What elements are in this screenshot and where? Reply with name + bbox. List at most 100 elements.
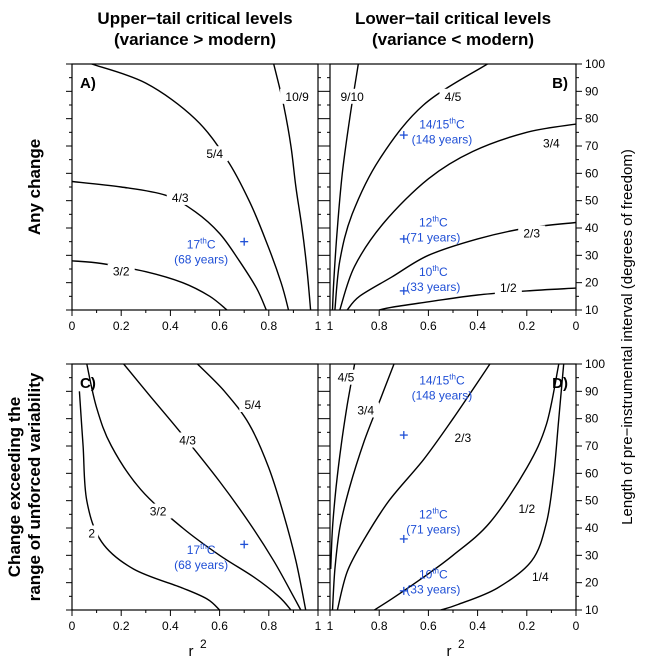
panel-C-contour-0 bbox=[196, 364, 307, 610]
panel-D-contour-2 bbox=[336, 364, 491, 610]
panel-A-xtick-label-0: 0 bbox=[69, 319, 76, 333]
x-axis-label-1: r bbox=[447, 643, 452, 660]
panel-D-ytick-label-1: 20 bbox=[585, 576, 599, 590]
panel-D-contour-label-bg-1 bbox=[352, 402, 380, 418]
panel-D-contour-label-bg-3 bbox=[513, 500, 541, 516]
panel-B-xtick-label-3: 0.4 bbox=[469, 319, 486, 333]
panel-B-contour-label-4: 1/2 bbox=[500, 281, 517, 295]
panel-A-contours bbox=[72, 64, 312, 310]
panel-C-xtick-label-3: 0.6 bbox=[211, 619, 228, 633]
panel-B-marker-label-1: 12thC bbox=[419, 215, 448, 230]
panel-C-xtick-label-0: 0 bbox=[69, 619, 76, 633]
panel-A-contour-label-bg-0 bbox=[280, 88, 315, 104]
panel-C-contour-label-2: 3/2 bbox=[150, 505, 167, 519]
panel-D-xtick-label-5: 0 bbox=[573, 619, 580, 633]
panel-A-marker-sublabel-0: (68 years) bbox=[174, 253, 228, 267]
panel-C-xtick-label-4: 0.8 bbox=[260, 619, 277, 633]
panel-B-xtick-label-5: 0 bbox=[573, 319, 580, 333]
panel-C-marker-sublabel-0: (68 years) bbox=[174, 558, 228, 572]
panel-C-label: C) bbox=[80, 375, 96, 392]
panel-D-contour-label-3: 1/2 bbox=[518, 502, 535, 516]
panel-D-ytick-label-2: 30 bbox=[585, 548, 599, 562]
panel-A-xtick-label-1: 0.2 bbox=[113, 319, 130, 333]
panel-C-contour-label-bg-3 bbox=[85, 525, 99, 541]
panel-D-marker-sublabel-2: (33 years) bbox=[406, 583, 460, 597]
panel-A-contour-label-1: 5/4 bbox=[206, 147, 223, 161]
panel-D-ytick-label-8: 90 bbox=[585, 384, 599, 398]
panel-B-contour-label-bg-2 bbox=[537, 135, 565, 151]
panel-D-marker-label-2: 10thC bbox=[419, 567, 448, 582]
panel-B-contour-0 bbox=[331, 64, 359, 310]
panel-B-contour-2 bbox=[339, 123, 576, 310]
x-axis-label-0: r bbox=[189, 643, 194, 660]
panel-C-xtick-label-5: 1 bbox=[315, 619, 322, 633]
panel-D-marker-sublabel-0: (148 years) bbox=[412, 389, 473, 403]
panel-B-xtick-label-4: 0.2 bbox=[518, 319, 535, 333]
panel-A: 0 0.2 0.4 0.6 0.8 1 10/9 5/4 4/3 3/2 17thC(68 year… bbox=[66, 63, 324, 333]
y-axis-label: Length of pre−instrumental interval (deg… bbox=[619, 149, 636, 525]
panel-C-contour-label-bg-2 bbox=[144, 503, 172, 519]
panel-A-marker-label-0: 17thC bbox=[187, 237, 216, 252]
panel-A-xtick-label-5: 1 bbox=[315, 319, 322, 333]
panel-A-contour-1 bbox=[91, 64, 290, 310]
panel-A-contour-label-3: 3/2 bbox=[113, 265, 130, 279]
panel-D-marker-label-0: 14/15thC bbox=[419, 373, 465, 388]
panel-B-ytick-label-9: 100 bbox=[585, 57, 605, 71]
panel-B-marker-sublabel-0: (148 years) bbox=[412, 132, 473, 146]
panel-A-contour-3 bbox=[72, 260, 228, 310]
panel-D-contour-label-1: 3/4 bbox=[357, 403, 374, 417]
panel-D-xtick-label-3: 0.4 bbox=[469, 619, 486, 633]
panel-D-contour-1 bbox=[331, 364, 395, 610]
panel-C-contour-label-bg-0 bbox=[239, 397, 267, 412]
panel-A-contour-2 bbox=[72, 180, 267, 310]
panel-D-ytick-label-5: 60 bbox=[585, 466, 599, 480]
column-title-0-line-0: Upper−tail critical levels bbox=[97, 9, 292, 28]
panel-D-contour-label-bg-4 bbox=[526, 569, 554, 585]
x-axis-label-sup-0: 2 bbox=[200, 637, 207, 651]
panel-D-marker-sublabel-1: (71 years) bbox=[406, 523, 460, 537]
panel-D-ytick-label-7: 80 bbox=[585, 412, 599, 426]
panel-B-xtick-label-1: 0.8 bbox=[371, 319, 388, 333]
panel-D-contour-0 bbox=[330, 364, 356, 570]
row-title-0-line-0: Any change bbox=[25, 139, 44, 235]
panel-C-xtick-label-2: 0.4 bbox=[162, 619, 179, 633]
panel-A-xtick-label-3: 0.6 bbox=[211, 319, 228, 333]
panel-D-ytick-label-6: 70 bbox=[585, 439, 599, 453]
panel-A-contour-label-bg-2 bbox=[166, 189, 194, 205]
panel-D-ytick-label-0: 10 bbox=[585, 603, 599, 617]
panel-B-xtick-label-0: 1 bbox=[327, 319, 334, 333]
panel-B-ytick-label-7: 80 bbox=[585, 112, 599, 126]
panel-C-contour-2 bbox=[86, 364, 292, 610]
column-title-0-line-1: (variance > modern) bbox=[114, 30, 276, 49]
column-title-1-line-0: Lower−tail critical levels bbox=[355, 9, 551, 28]
panel-A-contour-label-0: 10/9 bbox=[285, 90, 309, 104]
panel-B-label: B) bbox=[552, 75, 568, 92]
x-axis-label-sup-1: 2 bbox=[458, 637, 465, 651]
panel-D-ytick-label-3: 40 bbox=[585, 521, 599, 535]
panel-B-contour-label-bg-3 bbox=[518, 225, 546, 241]
panel-B-ytick-label-1: 20 bbox=[585, 276, 599, 290]
panel-B-ytick-label-6: 70 bbox=[585, 139, 599, 153]
panel-B-contour-4 bbox=[379, 287, 576, 310]
row-title-1-line-1: range of unforced variability bbox=[25, 372, 44, 601]
panel-C-marker-label-0: 17thC bbox=[187, 542, 216, 557]
panel-D: 10 20 30 40 50 60 70 80 90 100 1 0.8 0.6 0.4 0.2 0 4/5 3/… bbox=[324, 357, 605, 633]
panel-D-xtick-label-4: 0.2 bbox=[518, 619, 535, 633]
panel-D-xtick-label-1: 0.8 bbox=[371, 619, 388, 633]
panel-B-contour-label-3: 2/3 bbox=[523, 226, 540, 240]
panel-D-contour-label-bg-2 bbox=[449, 429, 477, 445]
panel-D-contour-3 bbox=[373, 364, 560, 610]
panel-B-contour-label-1: 4/5 bbox=[445, 90, 462, 104]
panel-B-contour-label-2: 3/4 bbox=[543, 136, 560, 150]
panel-D-label: D) bbox=[552, 375, 568, 392]
panel-D-contour-4 bbox=[440, 364, 565, 610]
row-title-1-line-0: Change exceeding the bbox=[5, 397, 24, 577]
panel-D-contour-label-bg-0 bbox=[332, 369, 360, 385]
panel-B-contour-label-0: 9/10 bbox=[340, 90, 364, 104]
panel-B-contours bbox=[331, 64, 576, 310]
panel-D-ytick-label-9: 100 bbox=[585, 357, 605, 371]
panel-B-ytick-label-0: 10 bbox=[585, 303, 599, 317]
panel-D-xtick-label-2: 0.6 bbox=[420, 619, 437, 633]
panel-C-contours bbox=[78, 364, 307, 610]
